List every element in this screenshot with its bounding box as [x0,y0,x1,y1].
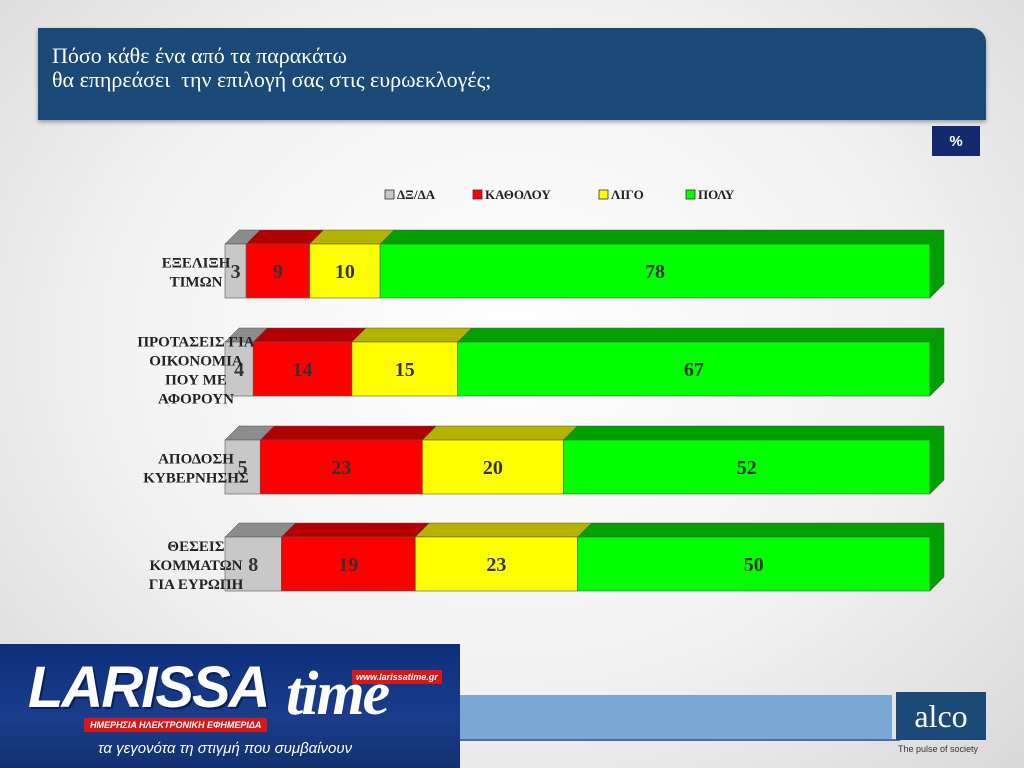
data-label: 14 [293,359,313,381]
category-labels: ΕΞΕΛΙΞΗ ΤΙΜΩΝ ΠΡΟΤΑΣΕΙΣ ΓΙΑ ΟΙΚΟΝΟΜΙΑ ΠΟΥ ΜΕ… [137,256,254,594]
category-label: ΑΠΟΔΟΣΗ [158,452,234,468]
legend-label: ΚΑΘΟΛΟΥ [485,187,551,202]
data-label: 23 [331,457,351,479]
data-label: 8 [248,554,258,576]
pollster-tagline: The pulse of society [898,744,979,754]
unit-badge: % [932,126,980,156]
pollster-logo: alco [896,692,986,740]
bar-side [929,327,945,397]
data-label: 19 [338,554,358,576]
bars: 3 9 10 78 4 14 15 67 5 23 20 52 8 19 23 50 [224,229,945,592]
bar-segment-top [252,327,367,343]
legend-swatch [384,189,395,200]
category-label: ΟΙΚΟΝΟΜΙΑ [149,354,243,370]
data-label: 4 [234,359,244,381]
bar-segment-top [351,327,473,343]
chart-title: Πόσο κάθε ένα από τα παρακάτω θα επηρεάσ… [52,43,492,92]
bar-segment [457,341,931,397]
legend-label: ΔΞ/ΔΑ [397,187,436,202]
bar-segment-top [562,425,945,441]
data-label: 10 [335,261,355,283]
bar-segment-top [457,327,945,343]
category-label: ΓΙΑ ΕΥΡΩΠΗ [149,577,244,593]
legend: ΔΞ/ΔΑ ΚΑΘΟΛΟΥ ΛΙΓΟ ΠΟΛΥ [384,187,735,202]
watermark-url: www.larissatime.gr [352,670,442,684]
bar-segment-top [379,229,945,245]
bar-segment-top [421,425,579,441]
bar-segment [309,243,381,299]
data-label: 15 [395,359,415,381]
category-label: ΑΦΟΡΟΥΝ [158,392,234,408]
legend-swatch [685,189,696,200]
watermark-subtitle: ΗΜΕΡΗΣΙΑ ΗΛΕΚΤΡΟΝΙΚΗ ΕΦΗΜΕΡΙΔΑ [84,718,268,732]
data-label: 52 [737,457,757,479]
bar-segment [245,243,310,299]
category-label: ΠΟΥ ΜΕ [165,373,227,389]
bar-segment [351,341,458,397]
watermark-slogan: τα γεγονότα τη στιγμή που συμβαίνουν [98,740,353,757]
footer-band [460,695,892,739]
bar-segment-top [576,522,945,538]
legend-swatch [598,189,609,200]
category-label: ΘΕΣΕΙΣ [167,539,224,555]
category-label: ΤΙΜΩΝ [170,275,223,291]
data-label: 50 [744,554,764,576]
bar-segment [563,439,931,495]
bar-segment [259,439,423,495]
bar-segment [281,536,416,592]
data-label: 20 [483,457,503,479]
bar-side [929,425,945,495]
bar-segment-top [414,522,593,538]
category-label: ΚΟΜΜΑΤΩΝ [150,558,243,574]
watermark-brand-main: LARISSA [28,655,271,720]
bar-segment [415,536,578,592]
bar-segment [224,439,261,495]
bar-segment [224,341,254,397]
legend-label: ΛΙΓΟ [611,187,644,202]
bar-segment [252,341,353,397]
category-label: ΕΞΕΛΙΞΗ [162,256,231,272]
bar-segment [379,243,931,299]
bar-segment [422,439,564,495]
title-bar: Πόσο κάθε ένα από τα παρακάτω θα επηρεάσ… [38,28,986,120]
legend-swatch [472,189,483,200]
stacked-bar-chart: ΔΞ/ΔΑ ΚΑΘΟΛΟΥ ΛΙΓΟ ΠΟΛΥ 3 9 10 78 4 14 15 67 5 23 20 5… [137,187,945,594]
category-label: ΠΡΟΤΑΣΕΙΣ ΓΙΑ [137,335,254,351]
bar-segment-top [280,522,430,538]
data-label: 78 [645,261,665,283]
data-label: 67 [684,359,704,381]
bar-segment-top [308,229,395,245]
data-label: 5 [238,457,248,479]
data-label: 3 [231,261,241,283]
bar-side [929,522,945,592]
footer-line [460,739,900,741]
data-label: 9 [273,261,283,283]
data-label: 23 [486,554,506,576]
category-label: ΚΥΒΕΡΝΗΣΗΣ [143,471,249,487]
watermark-logo: LARISSA time www.larissatime.gr ΗΜΕΡΗΣΙΑ… [0,644,460,768]
bar-side [929,229,945,299]
bar-segment-top [259,425,438,441]
legend-label: ΠΟΛΥ [698,187,735,202]
